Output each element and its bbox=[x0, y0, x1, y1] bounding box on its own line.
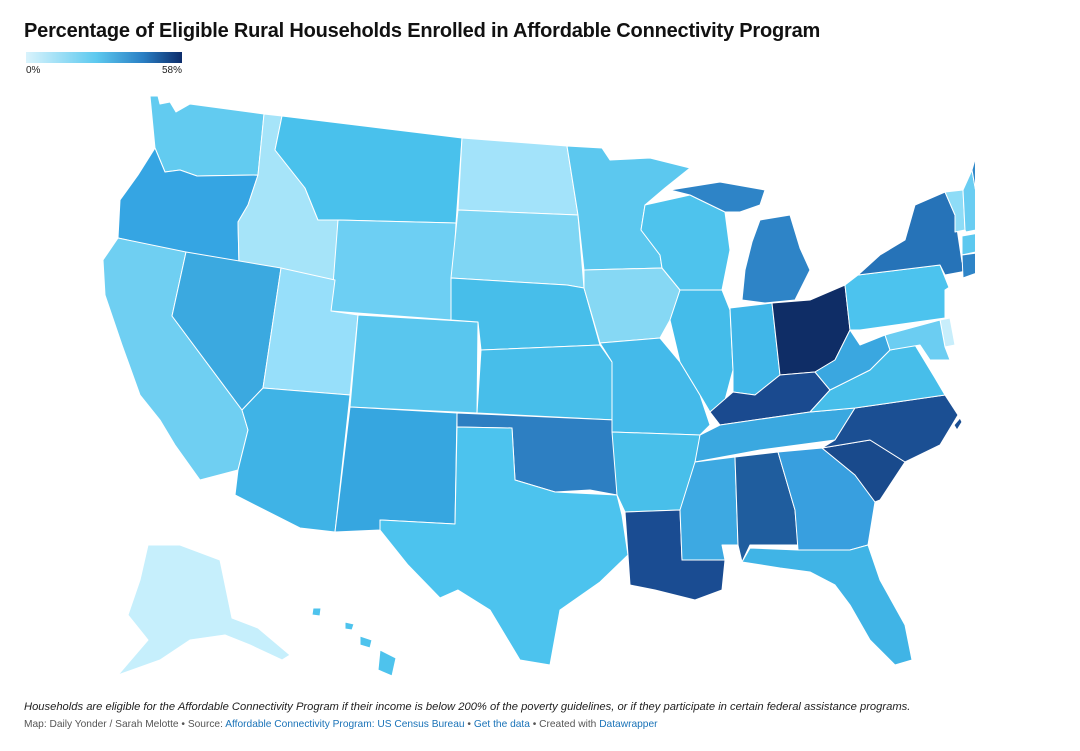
state-alaska[interactable] bbox=[117, 544, 291, 676]
chart-title: Percentage of Eligible Rural Households … bbox=[24, 20, 821, 42]
state-connecticut[interactable] bbox=[961, 251, 986, 279]
credits-line: Map: Daily Yonder / Sarah Melotte • Sour… bbox=[24, 719, 658, 730]
created-with-text: • Created with bbox=[532, 719, 597, 730]
source-link[interactable]: Affordable Connectivity Program: US Cens… bbox=[225, 719, 465, 730]
state-new-mexico[interactable] bbox=[334, 406, 458, 533]
legend-gradient-bar bbox=[26, 52, 182, 63]
state-iowa[interactable] bbox=[583, 267, 681, 344]
state-washington[interactable] bbox=[149, 95, 265, 177]
state-north-carolina[interactable] bbox=[821, 394, 959, 463]
color-legend: 0% 58% bbox=[26, 52, 182, 77]
state-kansas[interactable] bbox=[476, 344, 616, 421]
state-wyoming[interactable] bbox=[330, 219, 457, 321]
credit-prefix: Map: Daily Yonder / Sarah Melotte • Sour… bbox=[24, 719, 223, 730]
legend-max-label: 58% bbox=[161, 65, 182, 76]
state-missouri[interactable] bbox=[599, 337, 711, 436]
state-vermont[interactable] bbox=[944, 189, 966, 233]
state-north-dakota[interactable] bbox=[457, 137, 579, 216]
state-south-dakota[interactable] bbox=[450, 209, 585, 289]
outer-banks-islet bbox=[953, 417, 963, 431]
legend-labels: 0% 58% bbox=[26, 63, 182, 77]
datawrapper-link[interactable]: Datawrapper bbox=[599, 719, 658, 730]
get-data-link[interactable]: Get the data bbox=[473, 719, 530, 730]
state-florida[interactable] bbox=[741, 544, 913, 666]
state-maryland[interactable] bbox=[884, 319, 951, 361]
footnote: Households are eligible for the Affordab… bbox=[24, 701, 911, 713]
state-texas[interactable] bbox=[379, 426, 629, 666]
state-arizona[interactable] bbox=[234, 387, 351, 533]
state-colorado[interactable] bbox=[349, 314, 479, 414]
legend-min-label: 0% bbox=[26, 65, 41, 76]
credit-separator: • bbox=[467, 719, 471, 730]
state-hawaii[interactable] bbox=[311, 607, 397, 677]
us-choropleth-map bbox=[95, 85, 1039, 700]
state-michigan[interactable] bbox=[669, 181, 811, 304]
